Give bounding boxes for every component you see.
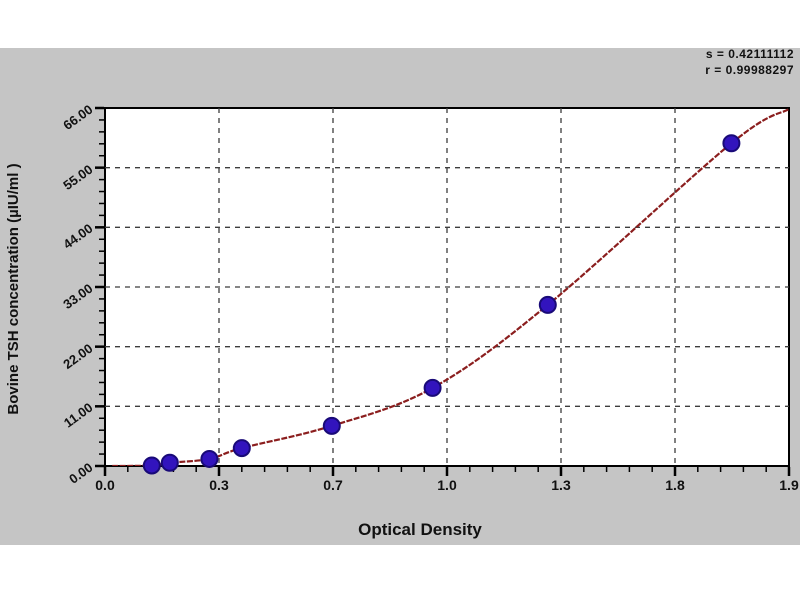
data-point [722,134,741,153]
fit-stat-s: s = 0.42111112 [705,47,794,61]
data-point [160,453,179,472]
data-point [423,378,442,397]
data-point [232,439,251,458]
x-tick-label: 0.3 [209,477,229,493]
fit-statistics: s = 0.42111112 r = 0.99988297 [705,46,794,78]
x-tick-label: 0.7 [323,477,343,493]
data-point [200,449,219,468]
data-point [322,416,341,435]
fit-stat-r: r = 0.99988297 [705,63,794,77]
y-axis-title: Bovine TSH concentration (µIU/ml ) [5,163,22,415]
data-point [142,456,161,475]
x-tick-label: 1.9 [779,477,799,493]
x-tick-label: 1.0 [437,477,457,493]
x-tick-label: 0.0 [95,477,115,493]
x-axis-title: Optical Density [358,520,482,539]
data-point [538,295,557,314]
x-tick-label: 1.3 [551,477,571,493]
x-tick-label: 1.8 [665,477,685,493]
